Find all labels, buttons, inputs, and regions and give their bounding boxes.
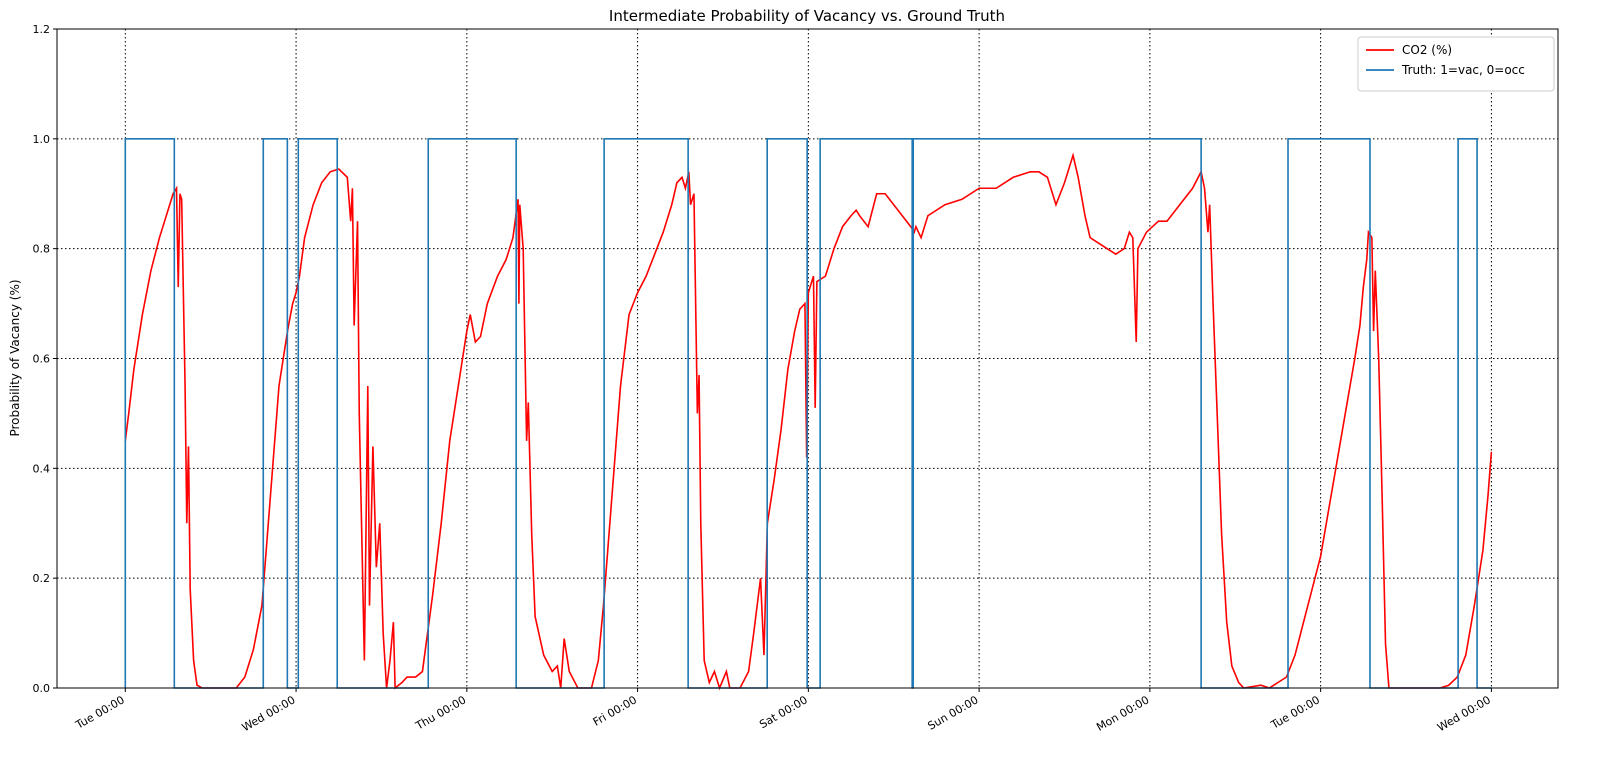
x-tick-label: Thu 00:00 xyxy=(413,693,469,733)
x-tick-label: Mon 00:00 xyxy=(1094,693,1151,733)
y-tick-label: 0.0 xyxy=(33,682,51,695)
legend-label: Truth: 1=vac, 0=occ xyxy=(1401,63,1525,77)
x-tick-label: Tue 00:00 xyxy=(73,693,127,732)
x-tick-label: Tue 00:00 xyxy=(1268,693,1322,732)
y-tick-label: 0.8 xyxy=(33,243,51,256)
chart-title: Intermediate Probability of Vacancy vs. … xyxy=(609,7,1005,25)
x-tick-label: Wed 00:00 xyxy=(240,693,298,734)
y-axis-label: Probability of Vacancy (%) xyxy=(8,279,22,436)
y-tick-label: 1.0 xyxy=(33,133,51,146)
x-tick-label: Fri 00:00 xyxy=(591,693,639,728)
legend: CO2 (%) Truth: 1=vac, 0=occ xyxy=(1357,36,1555,92)
y-tick-label: 0.6 xyxy=(33,353,51,366)
plot-frame xyxy=(56,28,1559,689)
y-tick-label: 0.4 xyxy=(33,462,51,475)
y-tick-label: 0.2 xyxy=(33,572,51,585)
x-tick-label: Sun 00:00 xyxy=(926,693,981,732)
y-tick-label: 1.2 xyxy=(33,23,51,36)
x-tick-label: Sat 00:00 xyxy=(757,693,810,731)
legend-box xyxy=(1357,36,1555,92)
legend-label: CO2 (%) xyxy=(1402,43,1452,57)
x-tick-label: Wed 00:00 xyxy=(1435,693,1493,734)
